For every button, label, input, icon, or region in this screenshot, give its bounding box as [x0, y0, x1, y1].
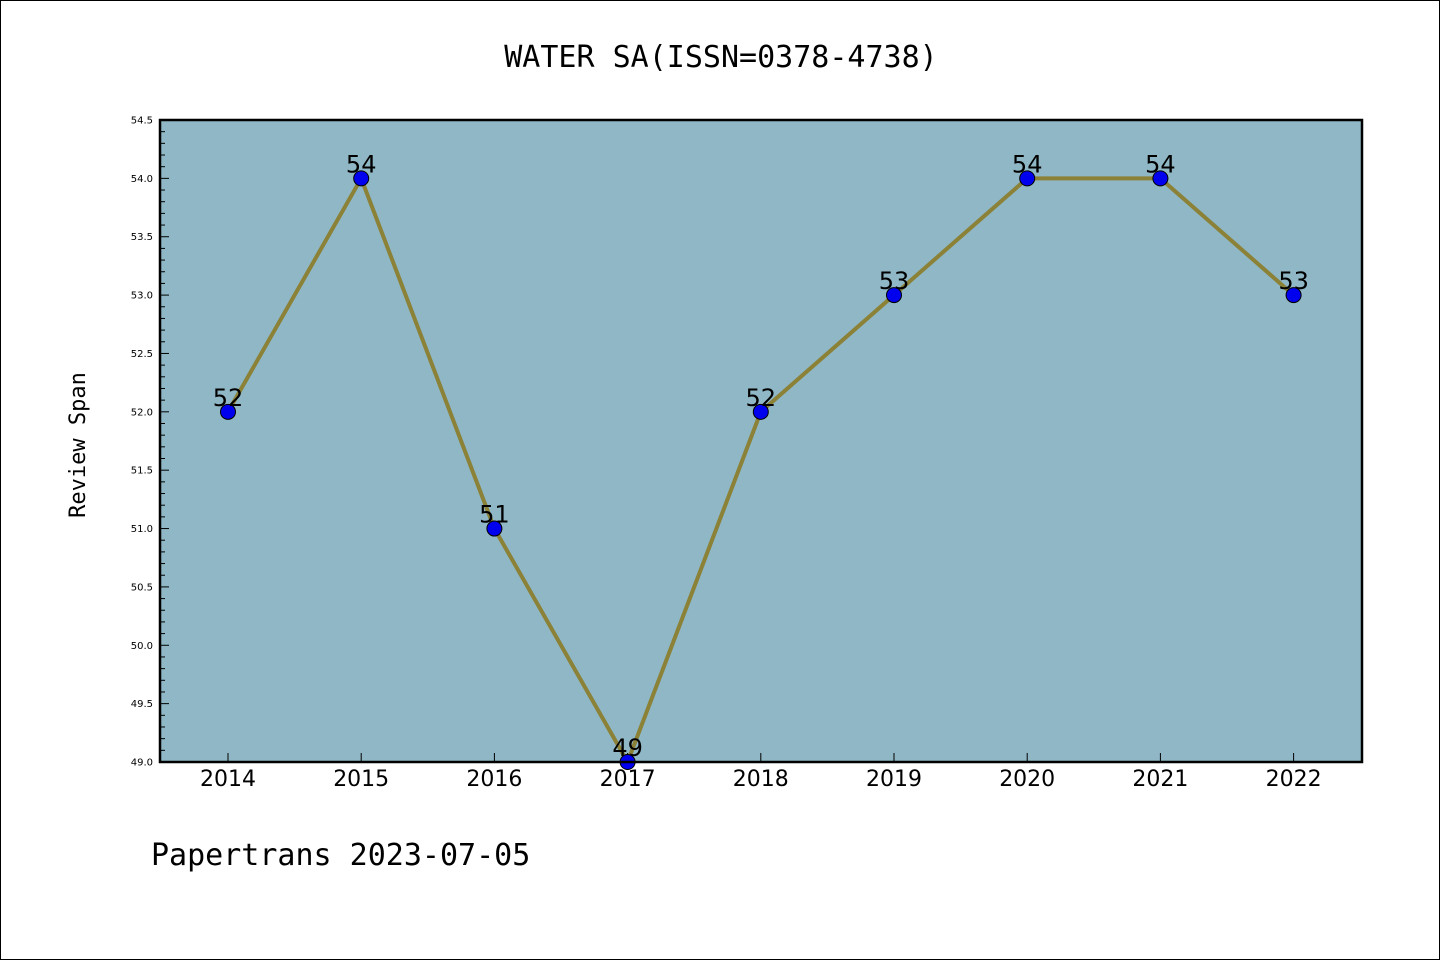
y-tick-label: 49.5: [131, 699, 153, 710]
data-point-2022: [1285, 287, 1302, 304]
y-tick-label: 51.0: [131, 524, 153, 535]
data-point-2020: [1019, 170, 1036, 187]
y-tick-label: 50.5: [131, 582, 153, 593]
x-tick-label: 2018: [733, 767, 789, 792]
x-axis-ticks: 2014 2015 2016 2017 2018 2019 2020 2021 2022: [200, 753, 1322, 792]
data-point-2018: [752, 403, 769, 420]
data-point-2015: [353, 170, 370, 187]
data-labels: 52 54 51 49 52 53 54 54 53: [213, 150, 1309, 762]
x-tick-label: 2019: [866, 767, 922, 792]
data-label-2020: 54: [1012, 150, 1043, 178]
y-axis-label: Review Span: [66, 372, 91, 518]
plot-border: [158, 118, 1364, 764]
y-tick-label: 54.5: [131, 116, 153, 127]
footer-text: Papertrans 2023-07-05: [151, 838, 530, 873]
y-tick-label: 52.5: [131, 349, 153, 360]
data-point-2021: [1152, 170, 1169, 187]
data-label-2016: 51: [479, 501, 510, 529]
plot-area: [160, 120, 1362, 762]
x-tick-label: 2021: [1132, 767, 1188, 792]
y-tick-label: 50.0: [131, 641, 153, 652]
x-tick-label: 2017: [600, 767, 656, 792]
data-label-2019: 53: [879, 267, 910, 295]
y-axis-ticks: 49.0 49.5 50.0 50.5 51.0 51.5 52.0 52.5 53.0 53.5…: [131, 116, 169, 769]
data-label-2022: 53: [1278, 267, 1309, 295]
data-point-2019: [886, 287, 902, 304]
y-tick-label: 54.0: [131, 174, 153, 185]
x-tick-label: 2014: [200, 767, 256, 792]
data-label-2021: 54: [1145, 150, 1176, 178]
data-point-2014: [220, 403, 236, 420]
data-label-2018: 52: [746, 384, 777, 412]
y-tick-label: 51.5: [131, 466, 153, 477]
y-tick-label: 52.0: [131, 407, 153, 418]
data-label-2014: 52: [213, 384, 244, 412]
data-label-2017: 49: [612, 734, 643, 762]
x-tick-label: 2015: [333, 767, 389, 792]
y-tick-label: 53.0: [131, 291, 153, 302]
x-tick-label: 2022: [1266, 767, 1322, 792]
data-label-2015: 54: [346, 150, 377, 178]
data-point-2016: [486, 520, 503, 537]
chart-title: WATER SA(ISSN=0378-4738): [504, 40, 937, 75]
x-tick-label: 2020: [999, 767, 1055, 792]
y-tick-label: 53.5: [131, 232, 153, 243]
data-markers: [220, 170, 1302, 770]
y-tick-label: 49.0: [131, 758, 153, 769]
x-tick-label: 2016: [466, 767, 522, 792]
